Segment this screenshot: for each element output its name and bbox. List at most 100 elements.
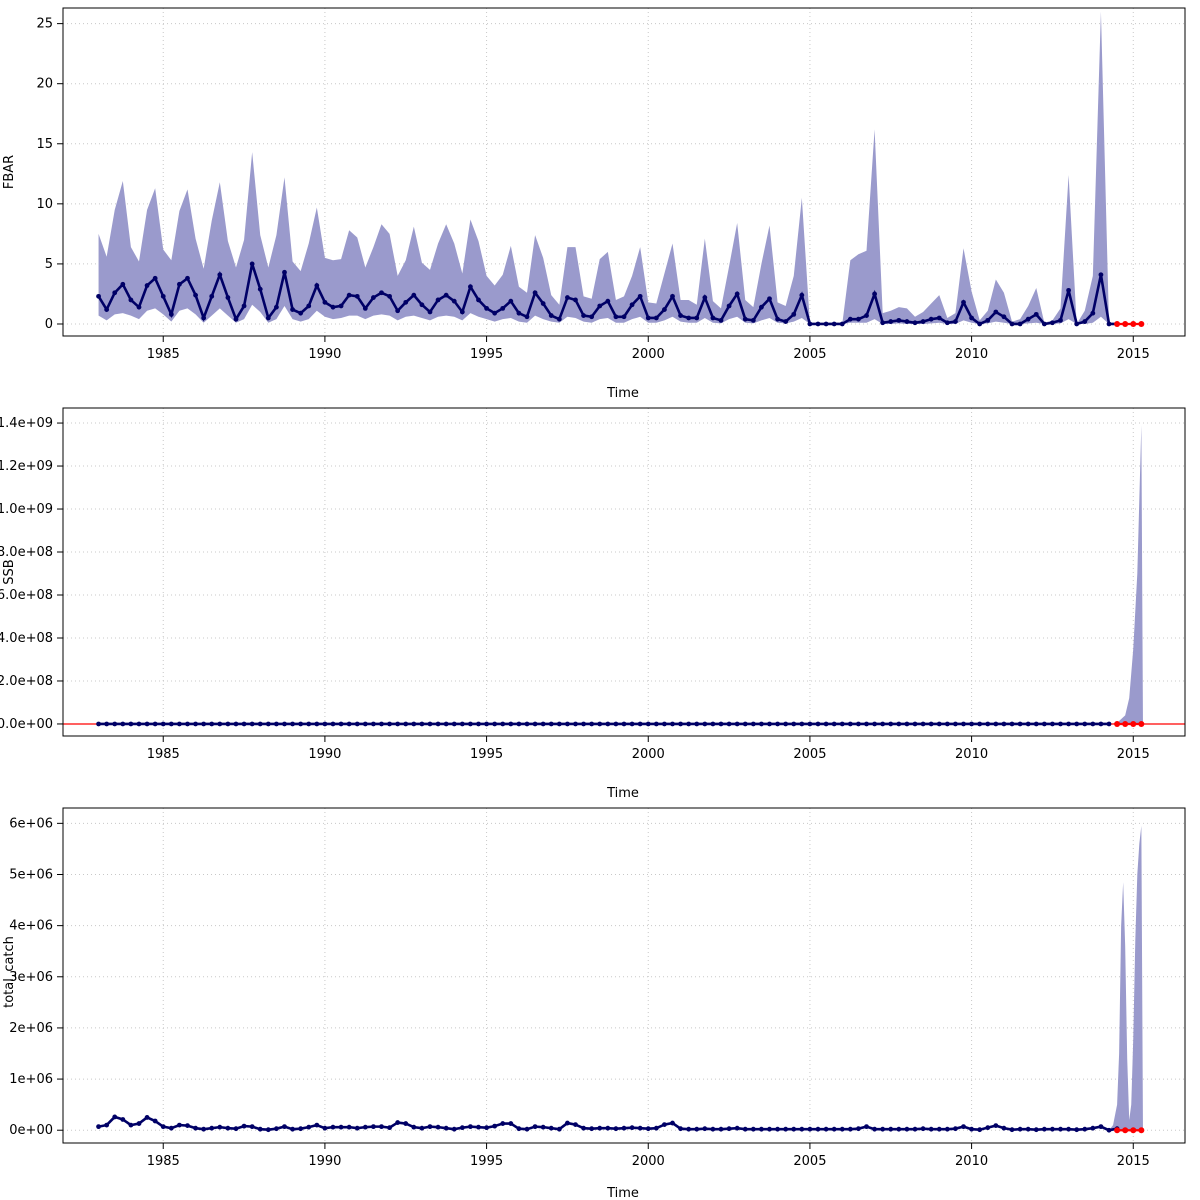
ssb-median-point xyxy=(257,721,263,727)
fbar-projection-point xyxy=(1114,320,1121,327)
total-catch-median-point xyxy=(314,1122,320,1128)
fbar-median-point xyxy=(1001,314,1007,320)
fbar-median-point xyxy=(775,316,780,322)
fbar-median-point xyxy=(1058,317,1063,323)
total-catch-y-tick-label: 5e+06 xyxy=(9,867,53,882)
fbar-median-point xyxy=(581,313,586,318)
total-catch-median-point xyxy=(395,1120,401,1125)
ssb-median-point xyxy=(548,721,554,727)
total-catch-median-point xyxy=(904,1126,910,1132)
ssb-median-point xyxy=(411,721,417,727)
total-catch-projection-point xyxy=(1138,1127,1145,1134)
fbar-median-point xyxy=(710,315,716,321)
total-catch-median-point xyxy=(880,1126,886,1132)
fbar-median-point xyxy=(944,320,950,326)
fbar-median-point xyxy=(872,291,877,297)
ssb-median-point xyxy=(710,721,716,727)
ssb-median-point xyxy=(936,721,942,727)
fbar-x-tick-label: 2000 xyxy=(632,347,665,362)
fbar-median-point xyxy=(936,315,942,321)
fbar-median-point xyxy=(896,317,902,323)
ssb-median-point xyxy=(993,721,999,727)
ssb-median-point xyxy=(1009,721,1015,727)
ssb-median-point xyxy=(678,721,683,727)
fbar-median-point xyxy=(1098,272,1104,278)
fbar-projection-point xyxy=(1130,320,1137,327)
fbar-median-point xyxy=(556,316,562,322)
ssb-median-point xyxy=(484,721,489,727)
ssb-median-point xyxy=(379,721,384,727)
total-catch-median-point xyxy=(653,1125,659,1131)
fbar-median-point xyxy=(209,293,215,299)
ssb-median-point xyxy=(354,721,360,727)
total-catch-median-point xyxy=(565,1120,570,1126)
total-catch-median-point xyxy=(589,1126,595,1132)
total-catch-median-point xyxy=(645,1126,651,1132)
ssb-y-tick-label: 8.0e+08 xyxy=(0,545,53,560)
fbar-x-tick-label: 2015 xyxy=(1117,347,1150,362)
fbar-median-point xyxy=(637,293,643,299)
total-catch-median-point xyxy=(379,1124,384,1130)
ssb-median-point xyxy=(565,721,570,727)
fbar-median-point xyxy=(969,315,974,321)
fbar-median-point xyxy=(508,298,514,304)
ssb-median-point xyxy=(791,721,797,727)
total-catch-median-point xyxy=(306,1124,312,1130)
fbar-median-point xyxy=(387,293,392,299)
total-catch-projection-point xyxy=(1114,1127,1121,1134)
total-catch-median-point xyxy=(168,1125,174,1131)
total-catch-x-tick-label: 1995 xyxy=(470,1154,503,1169)
ssb-median-point xyxy=(904,721,910,727)
total-catch-median-point xyxy=(185,1123,190,1129)
total-catch-x-tick-label: 1985 xyxy=(147,1154,180,1169)
ssb-median-point xyxy=(872,721,877,727)
ssb-median-point xyxy=(112,721,118,727)
fbar-median-point xyxy=(1033,311,1039,317)
fbar-median-point xyxy=(1050,320,1055,326)
total-catch-median-point xyxy=(969,1126,974,1132)
fbar-median-point xyxy=(953,319,958,324)
fbar-median-point xyxy=(290,307,295,312)
total-catch-median-point xyxy=(605,1125,611,1131)
fbar-median-point xyxy=(346,292,352,298)
ssb-median-point xyxy=(185,721,190,727)
fbar-median-point xyxy=(726,303,732,309)
ssb-projection-point xyxy=(1114,720,1121,727)
fbar-y-tick-label: 5 xyxy=(45,257,53,272)
ssb-median-point xyxy=(783,721,789,727)
fbar-median-point xyxy=(993,309,999,315)
total-catch-median-point xyxy=(1009,1127,1015,1133)
ssb-median-point xyxy=(799,721,805,727)
fbar-x-tick-label: 2005 xyxy=(793,347,826,362)
ssb-median-point xyxy=(346,721,352,727)
fbar-median-point xyxy=(880,320,886,326)
total-catch-median-point xyxy=(621,1125,627,1131)
total-catch-median-point xyxy=(225,1125,231,1131)
total-catch-median-point xyxy=(346,1124,352,1130)
fbar-median-point xyxy=(565,295,570,300)
ssb-median-point xyxy=(508,721,514,727)
fbar-y-tick-label: 10 xyxy=(36,197,53,212)
total-catch-median-point xyxy=(573,1122,578,1127)
ssb-median-point xyxy=(1090,721,1096,727)
fbar-projection-point xyxy=(1138,320,1145,327)
total-catch-x-tick-label: 2000 xyxy=(632,1154,665,1169)
fbar-median-point xyxy=(379,290,384,296)
fbar-median-point xyxy=(185,275,190,281)
ssb-median-point xyxy=(298,721,304,727)
ssb-median-point xyxy=(589,721,595,727)
ssb-median-point xyxy=(120,721,126,727)
fbar-median-point xyxy=(257,286,263,292)
ssb-median-point xyxy=(225,721,231,727)
total-catch-median-point xyxy=(637,1125,643,1131)
ssb-median-point xyxy=(314,721,320,727)
ssb-median-point xyxy=(977,721,983,727)
fbar-median-point xyxy=(856,316,861,322)
total-catch-median-point xyxy=(847,1126,853,1132)
fbar-median-point xyxy=(694,315,700,321)
ssb-median-point xyxy=(573,721,578,727)
fbar-median-point xyxy=(799,292,805,298)
total-catch-median-point xyxy=(419,1125,425,1131)
fbar-median-point xyxy=(831,321,837,327)
ssb-median-point xyxy=(734,721,740,727)
